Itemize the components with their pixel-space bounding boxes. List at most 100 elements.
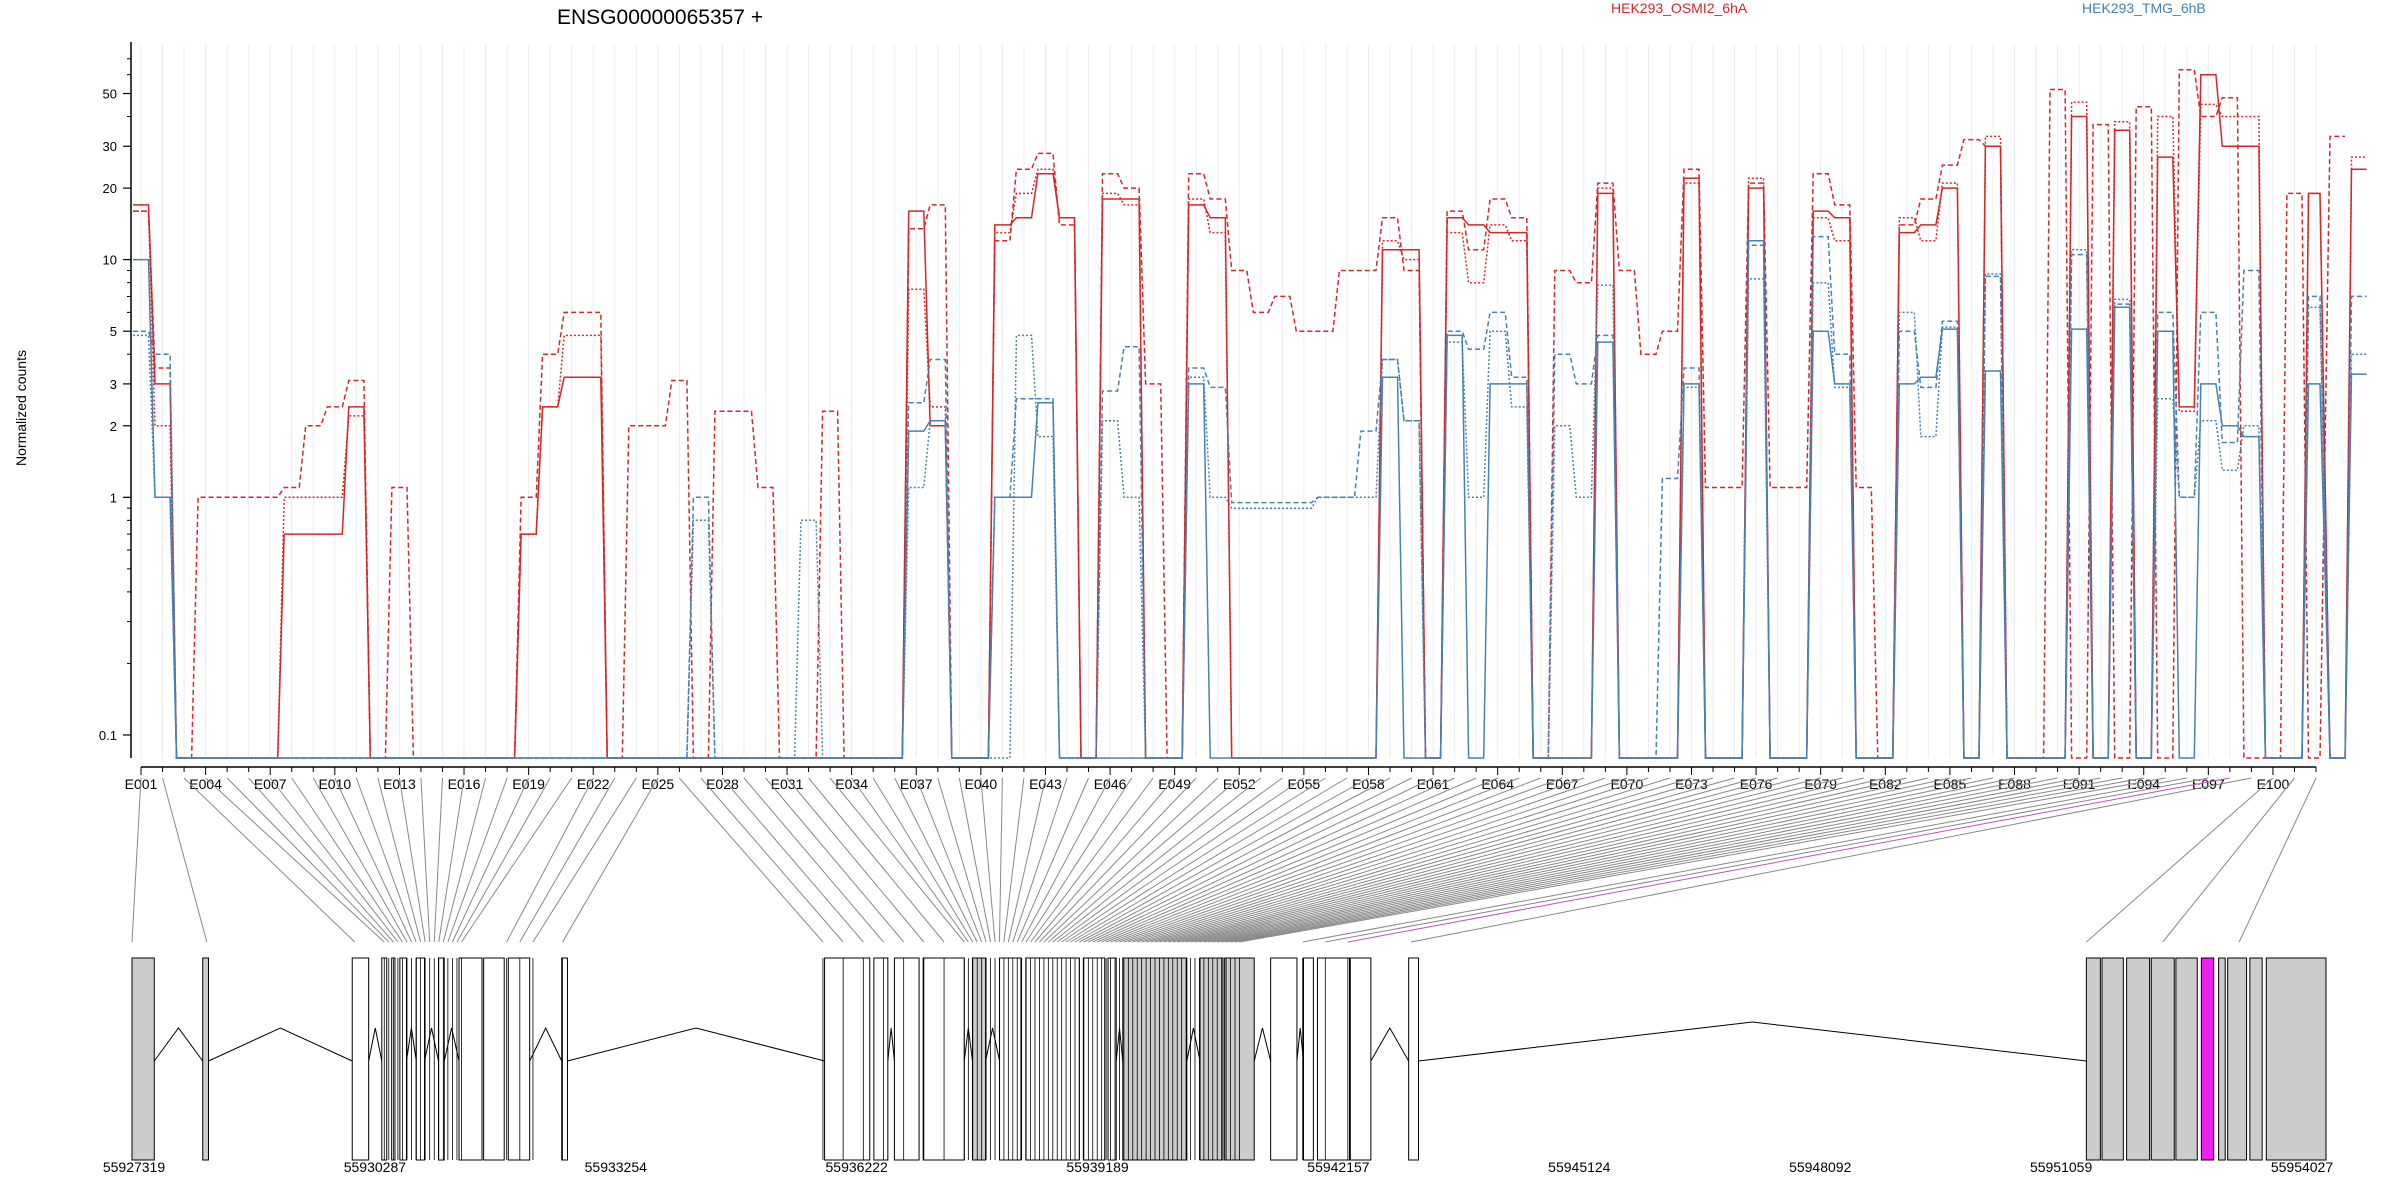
exon-connector <box>1239 777 2166 943</box>
exon-connector <box>2238 777 2317 943</box>
exon-connector <box>678 777 824 943</box>
exon-connector <box>312 777 408 943</box>
exon-connector <box>1034 777 1176 943</box>
exon-connector <box>562 777 659 943</box>
exon-tick-label: E025 <box>641 776 674 792</box>
y-tick-label: 20 <box>103 181 117 196</box>
exon-tick-label: E037 <box>900 776 933 792</box>
coordinate-label: 55939189 <box>1066 1159 1129 1175</box>
exon-box <box>399 957 407 1161</box>
exon-connector <box>1092 777 1455 943</box>
exon-connector <box>1061 777 1305 943</box>
exon-connector <box>1177 777 1864 943</box>
exon-connector <box>1074 777 1369 943</box>
exon-connector <box>700 777 844 943</box>
exon-box <box>971 957 987 1161</box>
series-line <box>133 101 2367 759</box>
exon-connector <box>1137 777 1671 943</box>
intron-line <box>153 1027 204 1062</box>
exon-box <box>2249 957 2263 1161</box>
exon-connector <box>1065 777 1326 943</box>
exon-connector <box>1048 777 1240 943</box>
exon-connector <box>131 777 142 943</box>
intron-line <box>887 1027 895 1062</box>
exon-tick-label: E010 <box>318 776 351 792</box>
exon-box <box>1199 957 1224 1161</box>
exon-connector <box>1056 777 1283 943</box>
y-tick-label: 5 <box>110 324 117 339</box>
exon-tick-label: E061 <box>1417 776 1450 792</box>
exon-box <box>2175 957 2198 1161</box>
exon-connector <box>1039 777 1197 943</box>
exon-box <box>2265 957 2327 1161</box>
exon-box <box>1408 957 1420 1161</box>
y-tick-label: 2 <box>110 419 117 434</box>
exon-box <box>483 957 505 1161</box>
intron-line <box>1418 1021 2087 1062</box>
exon-box <box>1107 957 1117 1161</box>
exon-connector <box>1159 777 1778 943</box>
coordinate-label: 55954027 <box>2271 1159 2334 1175</box>
exon-box <box>2218 957 2226 1161</box>
exon-connector <box>334 777 412 943</box>
exon-connector <box>2086 777 2274 943</box>
y-tick-label: 3 <box>110 377 117 392</box>
exon-connector <box>786 777 925 943</box>
series-line <box>133 249 2367 759</box>
exon-connector <box>1007 777 1046 943</box>
exon-connector <box>269 777 399 943</box>
exon-tick-label: E046 <box>1094 776 1127 792</box>
exon-box <box>2085 957 2101 1161</box>
intron-line <box>368 1027 383 1062</box>
exon-connector <box>980 777 996 943</box>
exon-tick-label: E004 <box>189 776 222 792</box>
intron-line <box>1370 1026 1410 1062</box>
exon-box <box>1303 957 1314 1161</box>
exon-connector <box>1088 777 1434 943</box>
exon-connector <box>1003 777 1025 943</box>
legend-item-tmg: HEK293_TMG_6hB <box>2082 0 2206 16</box>
exon-connector <box>1172 777 1843 943</box>
exon-tick-label: E043 <box>1029 776 1062 792</box>
exon-connector <box>829 777 965 943</box>
exon-connector <box>1190 777 1929 943</box>
intron-line <box>1253 1027 1272 1062</box>
exon-box <box>1349 957 1372 1161</box>
exon-connector <box>1105 777 1520 943</box>
exon-tick-label: E064 <box>1481 776 1514 792</box>
exon-connector <box>1110 777 1541 943</box>
exon-box <box>2227 957 2248 1161</box>
exon-connector <box>1194 777 1951 943</box>
series-line <box>133 240 2367 759</box>
exon-box <box>507 957 531 1161</box>
exon-box <box>561 957 568 1161</box>
exon-connector <box>1221 777 2080 943</box>
exon-tick-label: E013 <box>383 776 416 792</box>
exon-connector <box>519 777 616 943</box>
exon-connector <box>438 777 465 943</box>
exon-tick-label: E070 <box>1611 776 1644 792</box>
exon-box <box>1316 957 1351 1161</box>
exon-connector <box>1097 777 1477 943</box>
exon-connector <box>1150 777 1735 943</box>
exon-tick-label: E079 <box>1804 776 1837 792</box>
exon-box <box>1270 957 1298 1161</box>
exon-connector <box>915 777 983 943</box>
exon-connector <box>1132 777 1649 943</box>
exon-box <box>824 957 871 1161</box>
exon-connector <box>442 777 487 943</box>
intron-line <box>567 1027 825 1062</box>
exon-tick-label: E016 <box>448 776 481 792</box>
exon-box <box>131 957 155 1161</box>
exon-connector <box>1043 777 1219 943</box>
exon-connector <box>1203 777 1994 943</box>
exon-connector <box>183 777 356 943</box>
exon-connector <box>1154 777 1757 943</box>
exon-box <box>2150 957 2175 1161</box>
exon-tick-label: E058 <box>1352 776 1385 792</box>
exon-connector <box>1199 777 1972 943</box>
exon-tick-label: E019 <box>512 776 545 792</box>
exon-connector <box>1325 777 2209 943</box>
